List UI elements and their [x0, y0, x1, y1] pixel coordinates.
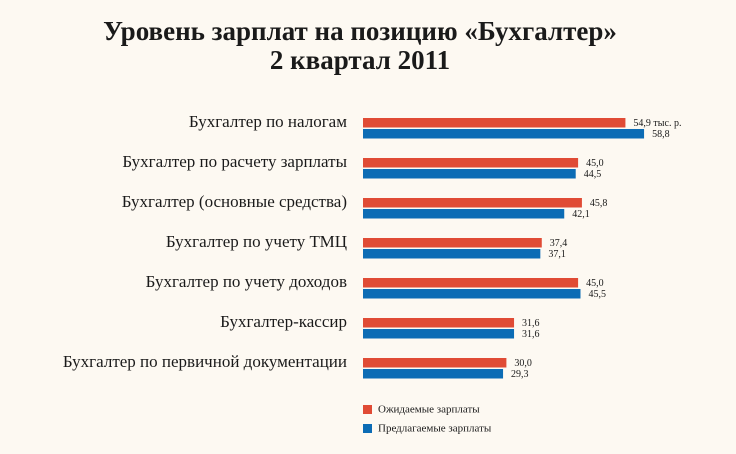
bar	[363, 289, 581, 299]
value-label: 31,6	[522, 318, 540, 329]
category-label: Бухгалтер-кассир	[220, 312, 347, 331]
legend-swatch	[363, 405, 372, 414]
category-label: Бухгалтер (основные средства)	[122, 192, 347, 211]
bar	[363, 158, 579, 168]
category-label: Бухгалтер по налогам	[189, 112, 347, 131]
bar	[363, 209, 565, 219]
value-label: 54,9 тыс. р.	[633, 118, 681, 129]
bar	[363, 278, 579, 288]
bar	[363, 329, 515, 339]
bar	[363, 318, 515, 328]
value-label: 37,4	[550, 238, 568, 249]
value-label: 45,8	[590, 198, 608, 209]
value-label: 37,1	[548, 249, 566, 260]
value-label: 42,1	[572, 209, 590, 220]
value-label: 58,8	[652, 129, 670, 140]
category-label: Бухгалтер по учету доходов	[146, 272, 347, 291]
bar	[363, 198, 582, 208]
category-label: Бухгалтер по учету ТМЦ	[166, 232, 347, 251]
value-label: 31,6	[522, 329, 540, 340]
category-label: Бухгалтер по расчету зарплаты	[122, 152, 347, 171]
value-label: 45,0	[586, 278, 604, 289]
category-label: Бухгалтер по первичной документации	[63, 352, 347, 371]
value-label: 44,5	[584, 169, 602, 180]
bar	[363, 169, 576, 179]
bar	[363, 249, 541, 259]
bar	[363, 358, 507, 368]
bar	[363, 238, 542, 248]
chart-title: Уровень зарплат на позицию «Бухгалтер»	[103, 16, 617, 46]
legend-label: Предлагаемые зарплаты	[378, 423, 492, 435]
value-label: 45,0	[586, 158, 604, 169]
value-label: 45,5	[588, 289, 606, 300]
value-label: 29,3	[511, 369, 528, 380]
value-label: 30,0	[514, 358, 532, 369]
legend-label: Ожидаемые зарплаты	[378, 404, 480, 416]
bar	[363, 129, 645, 139]
chart-subtitle: 2 квартал 2011	[270, 45, 450, 75]
legend-swatch	[363, 424, 372, 433]
bar	[363, 118, 626, 128]
bar	[363, 369, 504, 379]
